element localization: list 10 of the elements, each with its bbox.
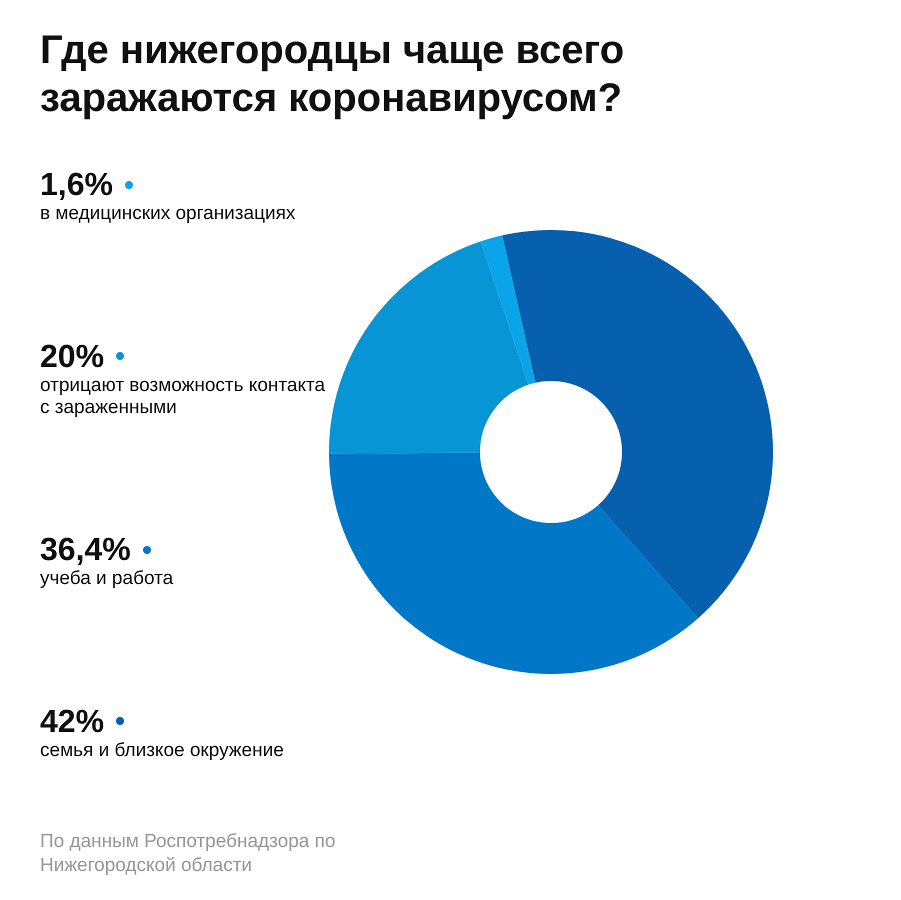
- legend-label: семья и близкое окружение: [40, 740, 285, 762]
- data-label: 20%: [40, 338, 104, 375]
- text: По данным Роспотребнадзора по Нижегородской области: [40, 830, 336, 878]
- data-label: 42%: [40, 702, 104, 740]
- data-label: 1,6%: [40, 166, 113, 203]
- data-label: 36,4%: [40, 531, 131, 568]
- legend-label: в медицинских организациях: [40, 203, 296, 225]
- legend-label: отрицают возможность контакта с зараженными: [40, 374, 326, 419]
- chart-title: Где нижегородцы чаще всего заражаются коронавирусом?: [40, 27, 626, 122]
- legend-label: учеба и работа: [40, 568, 174, 590]
